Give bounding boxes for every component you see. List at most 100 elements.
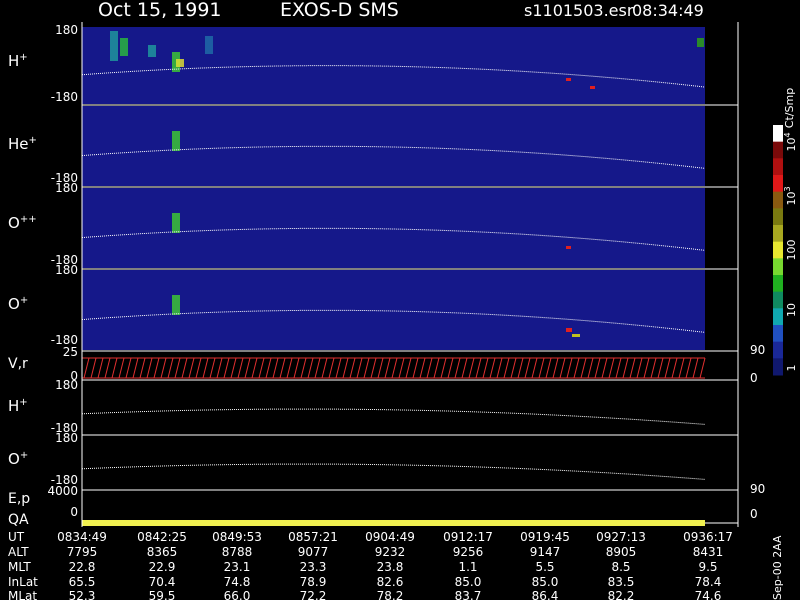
table-cell: 78.9 (300, 575, 327, 589)
tick-label: 180 (55, 181, 78, 195)
table-cell: 82.2 (608, 589, 635, 600)
row-label: MLat (8, 589, 37, 600)
panel-label: He+ (8, 135, 37, 153)
right-tick-label: 0 (750, 371, 758, 385)
table-cell: 78.4 (695, 575, 722, 589)
data-gap (705, 27, 738, 104)
table-cell: 0834:49 (57, 530, 107, 544)
side-note: Sep-00 2AA (771, 535, 784, 600)
time: 08:34:49 (632, 1, 704, 20)
panel-label: O+ (8, 295, 28, 313)
table-cell: 52.3 (69, 589, 96, 600)
count-patch (172, 131, 180, 151)
pitch-curve (81, 65, 706, 88)
panel-label: H+ (8, 52, 28, 70)
count-patch (172, 213, 180, 233)
table-cell: 9.5 (698, 560, 717, 574)
table-cell: 9232 (375, 545, 406, 559)
table-cell: 70.4 (149, 575, 176, 589)
ion-charge: ++ (20, 214, 37, 225)
colorbar-cell (773, 275, 783, 293)
right-tick-label: 90 (750, 482, 765, 496)
table-cell: 74.8 (224, 575, 251, 589)
count-patch (205, 36, 213, 54)
table-cell: 0912:17 (443, 530, 493, 544)
table-cell: 85.0 (532, 575, 559, 589)
tick-label: -180 (51, 171, 78, 185)
table-cell: 86.4 (532, 589, 559, 600)
colorbar-label: 103 (783, 186, 798, 205)
count-patch (566, 78, 571, 81)
table-cell: 0904:49 (365, 530, 415, 544)
ion-charge: + (20, 450, 28, 461)
count-patch (120, 38, 128, 56)
row-label: InLat (8, 575, 38, 589)
table-cell: 0919:45 (520, 530, 570, 544)
tick-label: 0 (70, 505, 78, 519)
colorbar-label: 100 (785, 240, 798, 261)
table-cell: 7795 (67, 545, 98, 559)
table-cell: 0927:13 (596, 530, 646, 544)
table-cell: 9147 (530, 545, 561, 559)
ion-charge: + (19, 397, 27, 408)
colorbar-cell (773, 175, 783, 193)
tick-label: 4000 (47, 484, 78, 498)
colorbar-cell (773, 191, 783, 209)
table-cell: 8.5 (611, 560, 630, 574)
row-label: ALT (8, 545, 29, 559)
row-label: MLT (8, 560, 31, 574)
colorbar-label: 104 (783, 132, 798, 151)
tick-label: -180 (51, 333, 78, 347)
tick-label: -180 (51, 473, 78, 487)
colorbar-cell (773, 258, 783, 276)
colorbar-cell (773, 141, 783, 159)
spectrogram (82, 27, 705, 104)
table-cell: 0857:21 (288, 530, 338, 544)
colorbar-cell (773, 225, 783, 243)
table-cell: 1.1 (458, 560, 477, 574)
table-cell: 85.0 (455, 575, 482, 589)
label-base: 10 (785, 192, 798, 206)
colorbar-cell (773, 358, 783, 376)
table-cell: 8905 (606, 545, 637, 559)
ion-charge: + (20, 295, 28, 306)
colorbar-cell (773, 325, 783, 343)
ion-name: H (8, 52, 19, 70)
table-cell: 22.9 (149, 560, 176, 574)
table-cell: 82.6 (377, 575, 404, 589)
count-patch (566, 328, 572, 332)
count-patch (148, 45, 156, 57)
pitch-curve (81, 408, 706, 425)
tick-label: 180 (55, 23, 78, 37)
instrument: EXOS-D SMS (280, 0, 399, 21)
panel-label: V,r (8, 356, 28, 372)
table-cell: 0936:17 (683, 530, 733, 544)
table-cell: 78.2 (377, 589, 404, 600)
label-exp: 3 (783, 186, 792, 191)
table-cell: 22.8 (69, 560, 96, 574)
count-patch (110, 31, 118, 61)
colorbar-cell (773, 291, 783, 309)
label-exp: 4 (783, 132, 792, 137)
table-cell: 59.5 (149, 589, 176, 600)
data-gap (705, 106, 738, 186)
ion-name: O (8, 295, 20, 313)
spectrogram (82, 270, 705, 350)
table-cell: 83.5 (608, 575, 635, 589)
colorbar-cell (773, 158, 783, 176)
ion-charge: + (29, 135, 37, 146)
table-cell: 74.6 (695, 589, 722, 600)
colorbar-cell (773, 208, 783, 226)
right-tick-label: 90 (750, 343, 765, 357)
table-cell: 0842:25 (137, 530, 187, 544)
panel-label: O++ (8, 214, 37, 232)
pitch-curve (81, 309, 706, 333)
right-tick-label: 0 (750, 507, 758, 521)
tick-label: 25 (63, 345, 78, 359)
spectrogram (82, 188, 705, 268)
table-cell: 23.8 (377, 560, 404, 574)
colorbar-cell (773, 241, 783, 259)
table-cell: 72.2 (300, 589, 327, 600)
ion-name: H (8, 397, 19, 415)
colorbar-label: 1 (785, 365, 798, 372)
